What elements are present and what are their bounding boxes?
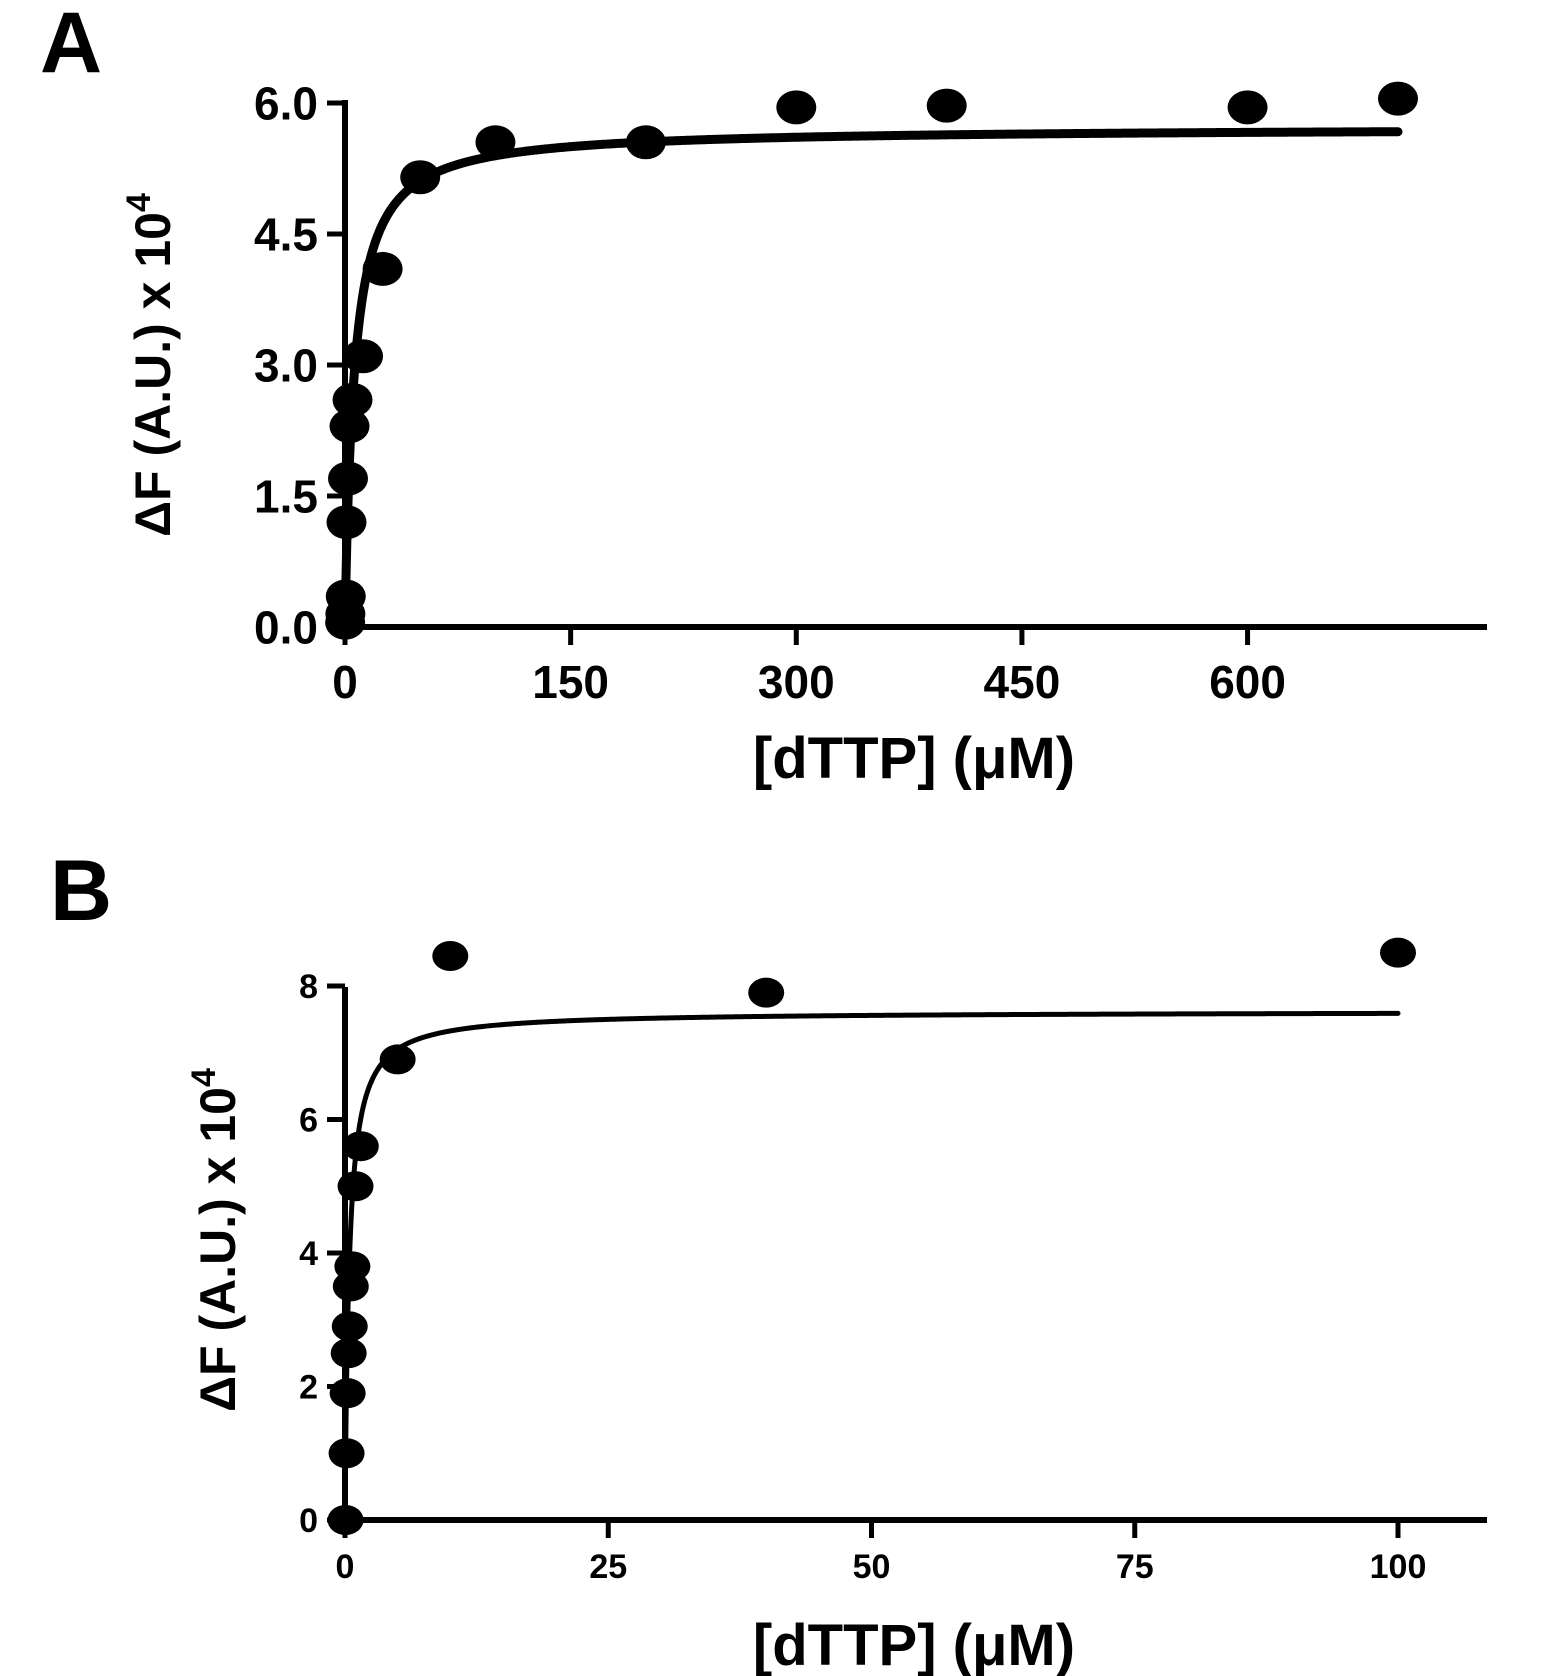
panel-a-x-tick-label: 600 [1209, 656, 1286, 708]
panel-b-data-point [331, 1311, 368, 1342]
panel-a-data-point [926, 88, 967, 123]
panel-b-data-point [748, 977, 785, 1008]
panel-a-y-axis-title: ΔF (A.U.) x 104 [120, 193, 181, 537]
panel-b-data-point [432, 940, 469, 971]
panel-b-chart: B 0 2 4 6 8 0 25 50 75 100 [dTTP] (μM) ΔF (A.U.) … [50, 843, 1487, 1676]
panel-a-data-point [1378, 81, 1418, 116]
panel-a-data-point [343, 339, 384, 374]
panel-b-data-point [334, 1251, 371, 1282]
panel-b-data-point [342, 1131, 379, 1162]
panel-a-x-tick-label: 300 [758, 656, 835, 708]
panel-b-fit-curve [342, 1010, 1401, 1523]
panel-b-y-tick-label: 2 [299, 1369, 318, 1407]
panel-b-y-axis-title-exponent: 4 [185, 1068, 223, 1087]
panel-a-data-point [332, 382, 373, 417]
panel-a-data-point [329, 409, 370, 444]
panel-a-y-axis-title-exponent: 4 [120, 193, 158, 212]
panel-a-y-tick-label: 4.5 [254, 209, 318, 261]
panel-b-data-point [1380, 937, 1416, 968]
panel-a-x-tick-label: 150 [532, 656, 609, 708]
panel-b-y-axis-title-main: ΔF (A.U.) x 10 [190, 1087, 246, 1412]
panel-b-y-tick-label: 0 [299, 1502, 318, 1540]
panel-a-data-point [1227, 90, 1268, 125]
panel-a-x-axis-title: [dTTP] (μM) [753, 726, 1075, 791]
panel-b-y-axis-title: ΔF (A.U.) x 104 [185, 1068, 246, 1412]
panel-a-data-point [400, 160, 441, 195]
panel-b-letter: B [50, 843, 112, 939]
panel-a-chart: A 0.0 1.5 3.0 4.5 6.0 0 150 300 450 600 [dTTP] (μ… [40, 0, 1487, 791]
panel-b-x-tick-label: 25 [589, 1548, 627, 1586]
panel-b-y-tick-label: 8 [299, 968, 318, 1006]
panel-a-x-tick-label: 0 [332, 656, 358, 708]
panel-a-y-tick-label: 1.5 [254, 471, 318, 523]
panel-a-y-axis-title-main: ΔF (A.U.) x 10 [125, 212, 181, 537]
panel-b-y-tick-label: 6 [299, 1102, 318, 1140]
panel-b-x-axis-title: [dTTP] (μM) [753, 1613, 1075, 1676]
panel-b-x-tick-label: 0 [336, 1548, 355, 1586]
panel-b-data-point [330, 1338, 367, 1369]
panel-a-y-tick-label: 6.0 [254, 78, 318, 130]
panel-a-data-point [776, 90, 817, 125]
panel-b-x-tick-label: 75 [1116, 1548, 1154, 1586]
panel-a-data-point [625, 125, 666, 160]
panel-a-data-point [362, 251, 403, 286]
panel-a-y-tick-label: 0.0 [254, 602, 318, 654]
panel-a-data-point [475, 125, 516, 160]
panel-a-x-tick-label: 450 [984, 656, 1061, 708]
panel-a-fit-curve [340, 127, 1403, 632]
panel-b-data-point [379, 1044, 416, 1075]
panel-a-data-point [328, 461, 369, 496]
panel-b-x-tick-label: 100 [1370, 1548, 1427, 1586]
panel-a-letter: A [40, 0, 102, 91]
panel-b-y-tick-label: 4 [299, 1235, 318, 1273]
panel-b-x-tick-label: 50 [853, 1548, 891, 1586]
panel-a-y-tick-label: 3.0 [254, 340, 318, 392]
